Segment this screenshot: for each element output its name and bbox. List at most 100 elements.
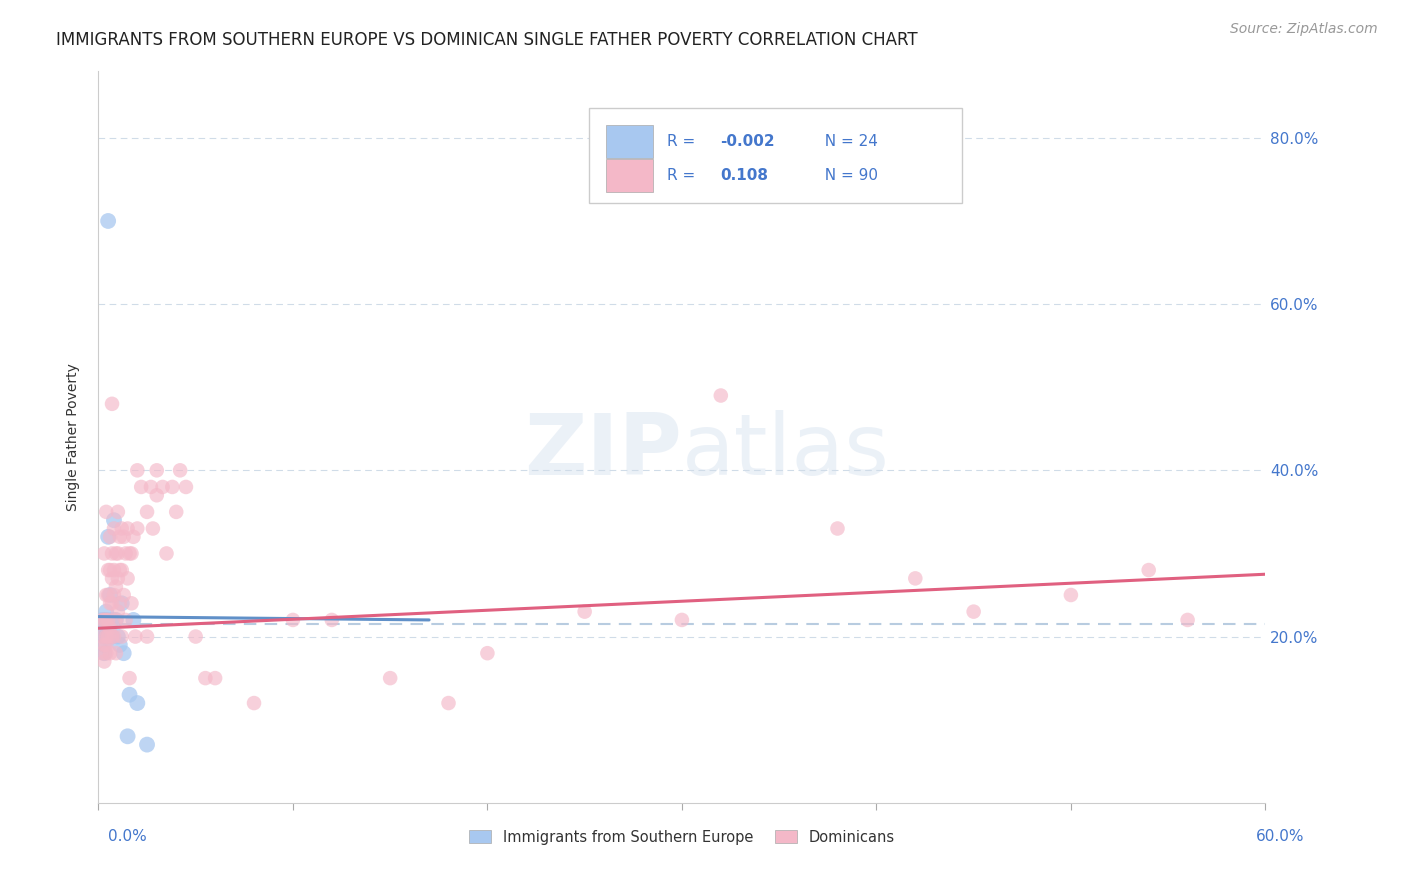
Point bbox=[96, 630, 118, 644]
Text: 0.0%: 0.0% bbox=[108, 830, 148, 844]
Point bbox=[96, 605, 118, 619]
Point bbox=[155, 546, 177, 560]
Point bbox=[112, 646, 135, 660]
Point bbox=[111, 563, 134, 577]
Point bbox=[103, 513, 125, 527]
Point bbox=[962, 605, 984, 619]
Bar bbox=[606, 125, 652, 158]
Text: R =: R = bbox=[666, 168, 700, 183]
Point bbox=[104, 580, 127, 594]
Point bbox=[98, 530, 121, 544]
Point bbox=[710, 388, 733, 402]
Point bbox=[101, 546, 124, 560]
Point bbox=[112, 588, 135, 602]
Point bbox=[174, 480, 197, 494]
Point bbox=[111, 630, 134, 644]
Point bbox=[97, 588, 120, 602]
Point bbox=[114, 546, 136, 560]
Text: IMMIGRANTS FROM SOUTHERN EUROPE VS DOMINICAN SINGLE FATHER POVERTY CORRELATION C: IMMIGRANTS FROM SOUTHERN EUROPE VS DOMIN… bbox=[56, 31, 918, 49]
Point bbox=[136, 630, 159, 644]
Point bbox=[114, 613, 136, 627]
Point bbox=[96, 613, 118, 627]
Point bbox=[91, 621, 114, 635]
Point bbox=[380, 671, 402, 685]
Point bbox=[93, 646, 115, 660]
Point bbox=[91, 646, 114, 660]
Point bbox=[98, 563, 121, 577]
Point bbox=[477, 646, 499, 660]
Text: Source: ZipAtlas.com: Source: ZipAtlas.com bbox=[1230, 22, 1378, 37]
Point bbox=[98, 588, 121, 602]
Point bbox=[122, 530, 145, 544]
Text: -0.002: -0.002 bbox=[720, 134, 775, 149]
Point bbox=[121, 596, 143, 610]
Point bbox=[194, 671, 217, 685]
Point bbox=[146, 488, 169, 502]
Point bbox=[96, 613, 118, 627]
Point bbox=[117, 571, 139, 585]
Point bbox=[111, 521, 134, 535]
Point bbox=[103, 630, 125, 644]
Point bbox=[101, 630, 124, 644]
Point bbox=[103, 521, 125, 535]
Point bbox=[97, 530, 120, 544]
Point bbox=[103, 588, 125, 602]
Point bbox=[104, 613, 127, 627]
Point bbox=[165, 505, 187, 519]
Point bbox=[93, 630, 115, 644]
Point bbox=[169, 463, 191, 477]
Point bbox=[184, 630, 207, 644]
Point bbox=[127, 463, 149, 477]
Point bbox=[96, 638, 118, 652]
Point bbox=[136, 505, 159, 519]
Point bbox=[117, 729, 139, 743]
Point bbox=[1177, 613, 1199, 627]
Point bbox=[127, 521, 149, 535]
Point bbox=[96, 646, 118, 660]
Y-axis label: Single Father Poverty: Single Father Poverty bbox=[66, 363, 80, 511]
Text: atlas: atlas bbox=[682, 410, 890, 493]
Point bbox=[104, 613, 127, 627]
Point bbox=[111, 596, 134, 610]
Point bbox=[97, 214, 120, 228]
Point bbox=[98, 621, 121, 635]
Point bbox=[904, 571, 927, 585]
Point bbox=[118, 671, 141, 685]
Text: N = 90: N = 90 bbox=[815, 168, 877, 183]
Point bbox=[101, 630, 124, 644]
Point bbox=[93, 638, 115, 652]
Point bbox=[1137, 563, 1160, 577]
Point bbox=[93, 546, 115, 560]
Point bbox=[118, 546, 141, 560]
Point bbox=[142, 521, 165, 535]
Text: 0.108: 0.108 bbox=[720, 168, 769, 183]
Point bbox=[97, 630, 120, 644]
Point bbox=[152, 480, 174, 494]
Point bbox=[107, 571, 129, 585]
Point bbox=[108, 596, 131, 610]
Point bbox=[122, 613, 145, 627]
Point bbox=[437, 696, 460, 710]
Point bbox=[93, 638, 115, 652]
Point bbox=[101, 596, 124, 610]
Point bbox=[108, 530, 131, 544]
Point bbox=[98, 596, 121, 610]
Point bbox=[107, 546, 129, 560]
Point bbox=[96, 588, 118, 602]
Point bbox=[281, 613, 304, 627]
Point bbox=[136, 738, 159, 752]
Point bbox=[108, 563, 131, 577]
FancyBboxPatch shape bbox=[589, 108, 962, 203]
Point bbox=[118, 688, 141, 702]
Text: R =: R = bbox=[666, 134, 700, 149]
Point bbox=[107, 505, 129, 519]
Point bbox=[107, 630, 129, 644]
Point bbox=[91, 613, 114, 627]
Point bbox=[101, 397, 124, 411]
Point bbox=[204, 671, 226, 685]
Point bbox=[243, 696, 266, 710]
Bar bbox=[606, 159, 652, 192]
Text: ZIP: ZIP bbox=[524, 410, 682, 493]
Point bbox=[162, 480, 184, 494]
Text: 60.0%: 60.0% bbox=[1257, 830, 1305, 844]
